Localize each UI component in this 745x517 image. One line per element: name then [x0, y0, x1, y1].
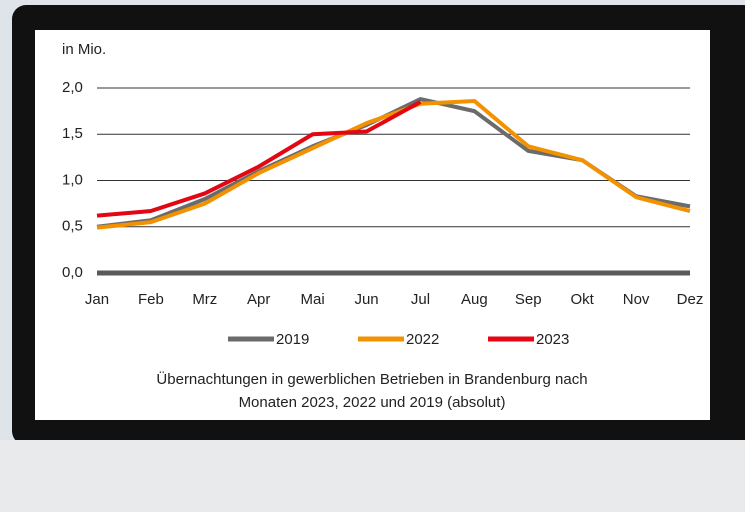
x-tick-label: Jan	[85, 291, 109, 308]
x-tick-label: Jul	[411, 291, 430, 308]
legend-label: 2019	[276, 331, 309, 348]
x-tick-label: Mai	[301, 291, 325, 308]
x-tick-label: Okt	[571, 291, 595, 308]
legend-label: 2022	[406, 331, 439, 348]
x-tick-label: Mrz	[192, 291, 217, 308]
monitor-chin	[0, 440, 745, 512]
x-tick-label: Dez	[677, 291, 704, 308]
x-tick-label: Nov	[623, 291, 650, 308]
x-tick-label: Feb	[138, 291, 164, 308]
chart-title: Monaten 2023, 2022 und 2019 (absolut)	[239, 394, 506, 411]
y-tick-label: 1,0	[62, 171, 83, 188]
x-tick-label: Aug	[461, 291, 488, 308]
y-tick-label: 0,0	[62, 264, 83, 281]
y-axis-label: in Mio.	[62, 41, 106, 58]
page: in Mio. Übernachtungen in gewerblichen B…	[0, 0, 745, 512]
y-tick-label: 2,0	[62, 79, 83, 96]
chart: in Mio. Übernachtungen in gewerblichen B…	[0, 0, 745, 512]
y-tick-label: 1,5	[62, 125, 83, 142]
x-tick-label: Jun	[354, 291, 378, 308]
chart-title: Übernachtungen in gewerblichen Betrieben…	[156, 370, 587, 388]
x-tick-label: Apr	[247, 291, 270, 308]
x-tick-label: Sep	[515, 291, 542, 308]
legend-label: 2023	[536, 331, 569, 348]
y-tick-label: 0,5	[62, 218, 83, 235]
